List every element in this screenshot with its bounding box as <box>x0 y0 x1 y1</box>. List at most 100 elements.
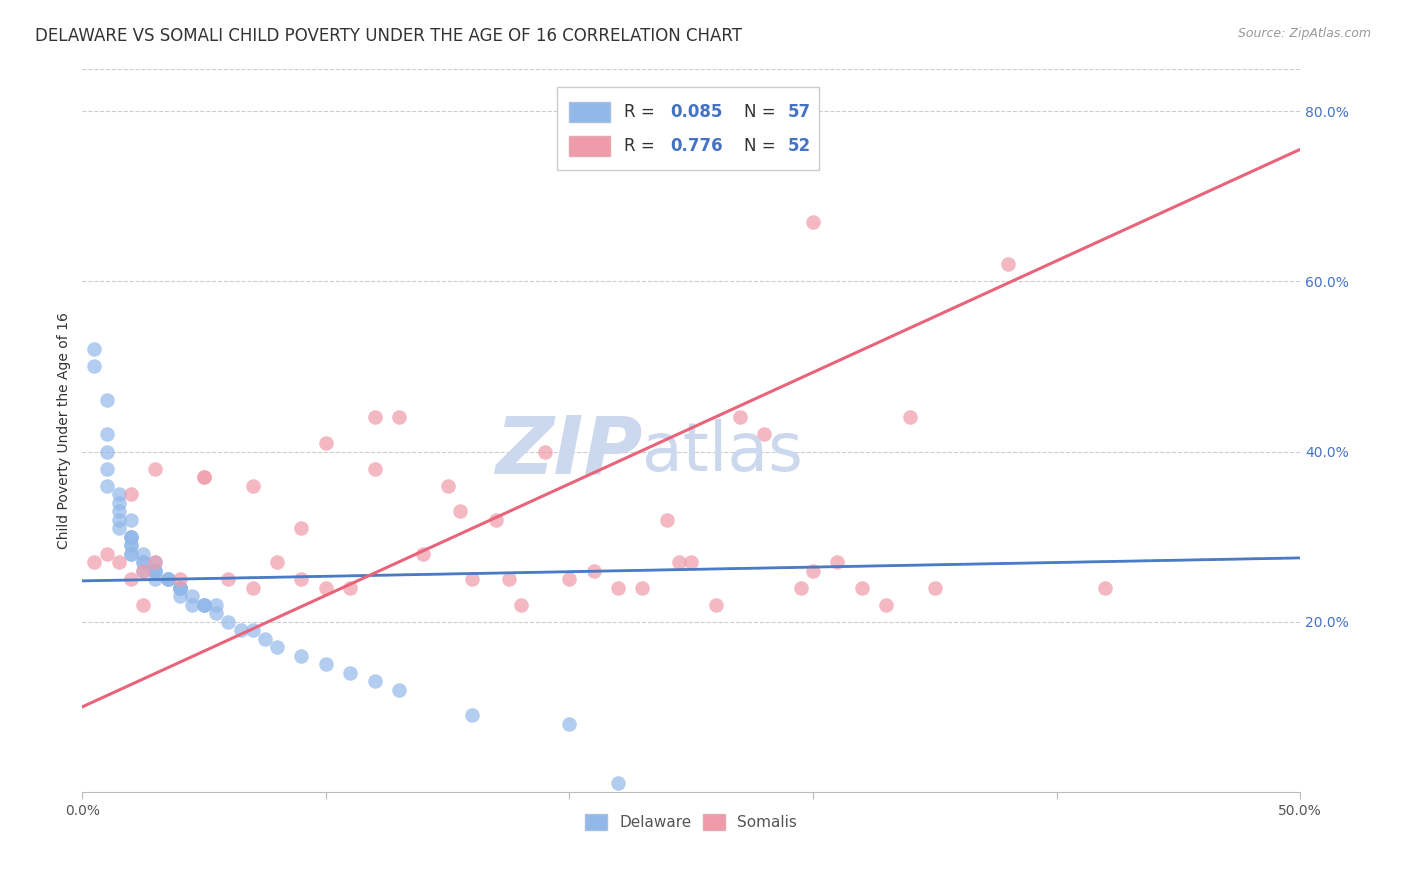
Point <box>449 504 471 518</box>
Point <box>217 572 239 586</box>
Point <box>1094 581 1116 595</box>
Point <box>96 393 118 408</box>
Point <box>108 521 131 535</box>
Point <box>461 572 484 586</box>
Point <box>436 478 458 492</box>
Point <box>229 624 252 638</box>
Point <box>631 581 654 595</box>
Point <box>169 581 191 595</box>
Point <box>120 547 142 561</box>
Point <box>205 606 228 620</box>
Point <box>290 521 312 535</box>
Y-axis label: Child Poverty Under the Age of 16: Child Poverty Under the Age of 16 <box>58 312 72 549</box>
Point <box>315 581 337 595</box>
Point <box>132 555 155 569</box>
Point <box>143 564 166 578</box>
Point <box>169 589 191 603</box>
Point <box>534 444 557 458</box>
Text: N =: N = <box>744 103 780 121</box>
Point <box>607 581 630 595</box>
Point <box>900 410 922 425</box>
Point <box>875 598 897 612</box>
Point <box>143 555 166 569</box>
Point <box>827 555 849 569</box>
Point <box>801 215 824 229</box>
Text: R =: R = <box>624 103 661 121</box>
Point <box>388 682 411 697</box>
Point <box>851 581 873 595</box>
Point <box>655 513 678 527</box>
Point <box>668 555 690 569</box>
Point <box>120 572 142 586</box>
Point <box>509 598 531 612</box>
Text: atlas: atlas <box>643 419 803 485</box>
Legend: Delaware, Somalis: Delaware, Somalis <box>581 809 801 835</box>
Point <box>120 530 142 544</box>
Point <box>266 640 288 655</box>
Point <box>169 572 191 586</box>
Text: DELAWARE VS SOMALI CHILD POVERTY UNDER THE AGE OF 16 CORRELATION CHART: DELAWARE VS SOMALI CHILD POVERTY UNDER T… <box>35 27 742 45</box>
Point <box>242 581 264 595</box>
Point <box>193 598 215 612</box>
Point <box>132 598 155 612</box>
Point <box>728 410 751 425</box>
Point <box>205 598 228 612</box>
Point <box>120 538 142 552</box>
Point <box>193 470 215 484</box>
Point <box>801 564 824 578</box>
Point <box>156 572 179 586</box>
Point <box>169 581 191 595</box>
Point <box>290 648 312 663</box>
Point <box>96 444 118 458</box>
Point <box>315 657 337 672</box>
Point <box>143 564 166 578</box>
Point <box>290 572 312 586</box>
Point <box>132 547 155 561</box>
Point <box>412 547 434 561</box>
Point <box>108 513 131 527</box>
Point <box>558 717 581 731</box>
Point <box>266 555 288 569</box>
Text: R =: R = <box>624 137 661 155</box>
Point <box>363 410 385 425</box>
Point <box>156 572 179 586</box>
Point <box>143 564 166 578</box>
Point <box>339 581 361 595</box>
Point <box>924 581 946 595</box>
Point <box>120 487 142 501</box>
Point <box>461 708 484 723</box>
FancyBboxPatch shape <box>557 87 820 169</box>
Point <box>143 555 166 569</box>
Point <box>120 547 142 561</box>
Point <box>193 470 215 484</box>
Point <box>108 504 131 518</box>
Point <box>315 436 337 450</box>
Point <box>120 530 142 544</box>
Point <box>790 581 813 595</box>
Point <box>132 564 155 578</box>
Point <box>363 674 385 689</box>
Point <box>156 572 179 586</box>
Text: 57: 57 <box>787 103 810 121</box>
Point <box>143 461 166 475</box>
Point <box>108 487 131 501</box>
Point <box>83 359 105 374</box>
Point <box>83 555 105 569</box>
Point <box>108 495 131 509</box>
Point <box>558 572 581 586</box>
Text: ZIP: ZIP <box>495 413 643 491</box>
Point <box>217 615 239 629</box>
Point <box>96 427 118 442</box>
Point <box>169 581 191 595</box>
Point <box>83 343 105 357</box>
Point <box>253 632 276 646</box>
Point <box>607 776 630 790</box>
Point <box>143 572 166 586</box>
Point <box>132 564 155 578</box>
Point <box>180 589 202 603</box>
Point <box>96 547 118 561</box>
Text: Source: ZipAtlas.com: Source: ZipAtlas.com <box>1237 27 1371 40</box>
Point <box>132 555 155 569</box>
Point <box>485 513 508 527</box>
Text: N =: N = <box>744 137 780 155</box>
